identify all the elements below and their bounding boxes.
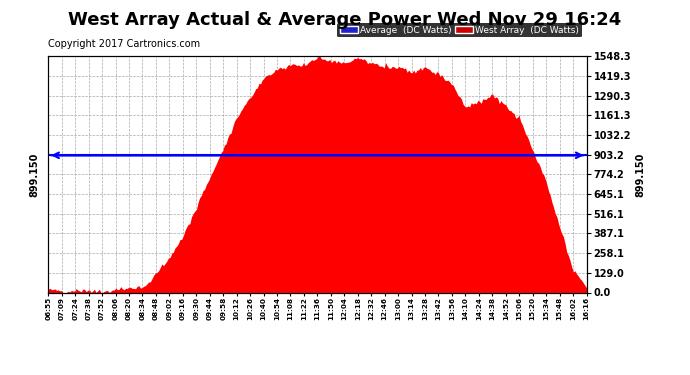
Text: West Array Actual & Average Power Wed Nov 29 16:24: West Array Actual & Average Power Wed No…: [68, 11, 622, 29]
Y-axis label: 899.150: 899.150: [635, 152, 645, 196]
Legend: Average  (DC Watts), West Array  (DC Watts): Average (DC Watts), West Array (DC Watts…: [337, 23, 582, 38]
Text: Copyright 2017 Cartronics.com: Copyright 2017 Cartronics.com: [48, 39, 200, 50]
Y-axis label: 899.150: 899.150: [29, 152, 39, 196]
